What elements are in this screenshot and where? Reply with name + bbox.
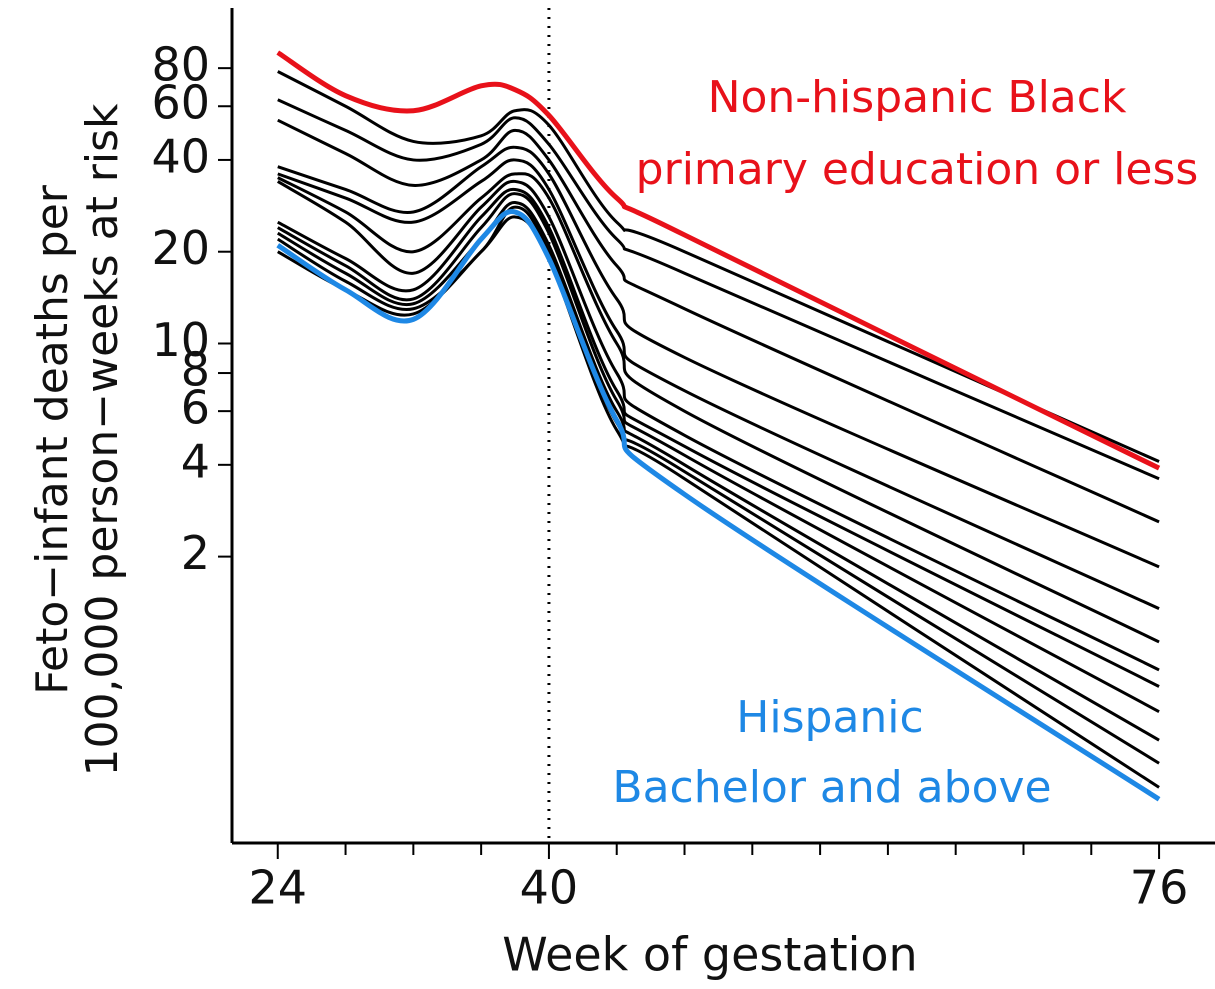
annotation: Non-hispanic Black [708, 72, 1127, 123]
series-line [276, 179, 1160, 672]
y-tick-label: 4 [181, 434, 210, 488]
series-line [277, 172, 1160, 644]
annotation: Bachelor and above [612, 762, 1051, 813]
series-line [277, 187, 1160, 688]
series-line [277, 158, 1160, 611]
y-tick-label: 2 [181, 526, 210, 580]
series-line [276, 201, 1160, 742]
x-tick-label: 76 [1130, 861, 1189, 915]
series-line [277, 145, 1160, 569]
x-tick-label: 40 [520, 861, 579, 915]
series-line [277, 70, 1160, 463]
x-tick-label: 24 [248, 861, 307, 915]
series-line [277, 98, 1160, 481]
annotation: Hispanic [736, 692, 923, 743]
y-tick-label: 60 [151, 76, 210, 130]
series-line [277, 118, 1160, 524]
y-tick-label: 20 [151, 221, 210, 275]
annotation: primary education or less [636, 144, 1199, 195]
series-line [276, 208, 1161, 802]
x-axis-label: Week of gestation [502, 928, 917, 982]
y-axis-label: Feto−infant deaths per [27, 184, 78, 695]
series-line [276, 50, 1161, 471]
y-tick-label: 10 [151, 313, 210, 367]
y-tick-label: 80 [151, 38, 210, 92]
series-line [277, 215, 1160, 789]
y-tick-label: 6 [181, 381, 210, 435]
series-line [277, 192, 1160, 714]
y-tick-label: 40 [151, 129, 210, 183]
y-axis-label: 100,000 person−weeks at risk [77, 103, 128, 777]
y-tick-label: 8 [181, 343, 210, 397]
